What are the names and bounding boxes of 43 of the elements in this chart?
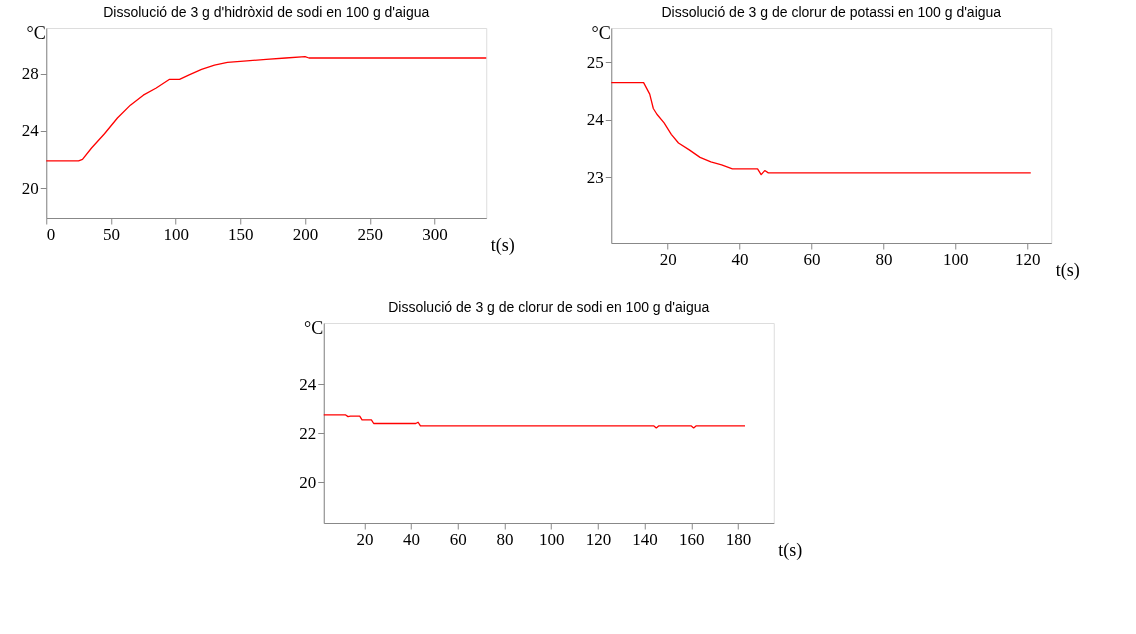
x-tick-label: 100 bbox=[538, 529, 565, 549]
x-tick-label: 250 bbox=[357, 224, 384, 244]
y-axis-title: °C bbox=[591, 22, 611, 43]
x-tick-label: 120 bbox=[585, 529, 612, 549]
x-axis-title: t(s) bbox=[490, 234, 515, 256]
y-tick-label: 22 bbox=[299, 423, 317, 443]
x-tick-label: 40 bbox=[731, 249, 749, 269]
x-tick-label: 60 bbox=[803, 249, 821, 269]
y-tick-label: 25 bbox=[586, 52, 604, 72]
x-tick-label: 50 bbox=[102, 224, 120, 244]
x-tick-label: 80 bbox=[496, 529, 514, 549]
x-axis-title: t(s) bbox=[1055, 259, 1080, 281]
y-tick-label: 24 bbox=[586, 110, 605, 130]
line-series bbox=[610, 81, 1032, 176]
x-tick-label: 200 bbox=[292, 224, 319, 244]
y-axis-title: °C bbox=[304, 317, 324, 338]
x-tick-label: 100 bbox=[163, 224, 189, 244]
x-tick-label: 20 bbox=[659, 249, 677, 269]
x-tick-label: 120 bbox=[1014, 249, 1041, 269]
y-tick-label: 20 bbox=[21, 178, 39, 198]
x-tick-label: 180 bbox=[725, 529, 752, 549]
y-tick-label: 23 bbox=[586, 167, 604, 187]
x-tick-label: 150 bbox=[228, 224, 254, 244]
y-axis-title: °C bbox=[26, 22, 46, 43]
x-tick-label: 300 bbox=[422, 224, 448, 244]
x-tick-label: 160 bbox=[679, 529, 705, 549]
x-tick-label: 60 bbox=[449, 529, 467, 549]
x-tick-label: 140 bbox=[632, 529, 658, 549]
y-tick-label: 28 bbox=[21, 64, 39, 84]
x-tick-label: 20 bbox=[356, 529, 374, 549]
x-tick-label: 0 bbox=[46, 224, 56, 244]
x-tick-label: 100 bbox=[943, 249, 969, 269]
y-tick-label: 24 bbox=[299, 374, 317, 394]
chart-title: Dissolució de 3 g de clorur de sodi en 100 g d'aigua bbox=[388, 299, 710, 315]
line-series bbox=[45, 55, 487, 162]
x-tick-label: 80 bbox=[875, 249, 893, 269]
x-axis-title: t(s) bbox=[778, 539, 803, 561]
chart-title: Dissolució de 3 g de clorur de potassi en 100 g d'aigua bbox=[661, 4, 1002, 20]
chart-title: Dissolució de 3 g d'hidròxid de sodi en 100 g d'aigua bbox=[103, 4, 430, 20]
y-tick-label: 24 bbox=[21, 121, 40, 141]
x-tick-label: 40 bbox=[403, 529, 421, 549]
line-series bbox=[323, 414, 746, 429]
y-tick-label: 20 bbox=[299, 472, 317, 492]
